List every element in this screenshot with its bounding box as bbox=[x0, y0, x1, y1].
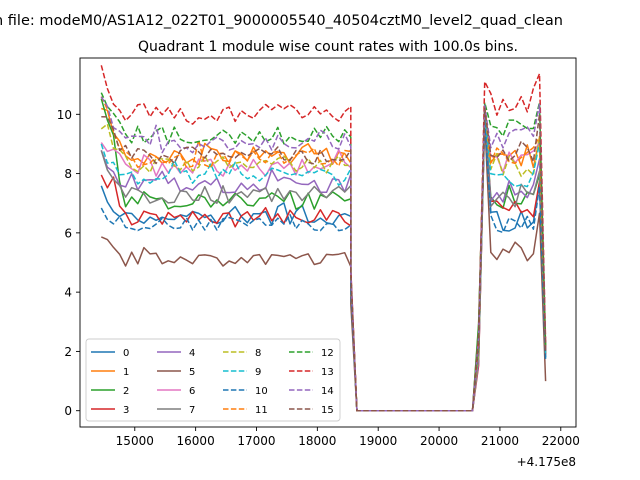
legend-label-13: 13 bbox=[321, 367, 334, 378]
series-line-10 bbox=[100, 119, 547, 412]
legend-label-10: 10 bbox=[255, 386, 268, 397]
series-line-15 bbox=[101, 107, 547, 412]
series-line-13 bbox=[100, 65, 547, 412]
legend-label-3: 3 bbox=[123, 405, 129, 416]
legend-label-9: 9 bbox=[255, 367, 261, 378]
legend-label-0: 0 bbox=[123, 348, 129, 359]
legend-label-6: 6 bbox=[189, 386, 195, 397]
y-tick-label: 10 bbox=[57, 108, 72, 122]
x-tick-label: 18000 bbox=[298, 434, 336, 448]
legend-label-2: 2 bbox=[123, 386, 129, 397]
legend-label-12: 12 bbox=[321, 348, 334, 359]
x-tick-label: 19000 bbox=[359, 434, 397, 448]
x-tick-label: 22000 bbox=[542, 434, 580, 448]
legend-label-7: 7 bbox=[189, 405, 195, 416]
y-tick-label: 2 bbox=[64, 345, 72, 359]
series-line-5 bbox=[100, 119, 547, 412]
series-line-14 bbox=[100, 96, 547, 412]
x-tick-label: 21000 bbox=[481, 434, 519, 448]
legend-box bbox=[85, 338, 341, 422]
y-axis: 0 2 4 6 8 10 bbox=[57, 108, 80, 418]
series-layer bbox=[100, 65, 547, 412]
y-tick-label: 4 bbox=[64, 286, 72, 300]
y-tick-label: 8 bbox=[64, 167, 72, 181]
x-axis: 15000 16000 17000 18000 19000 20000 21000 22000 bbox=[116, 427, 580, 448]
x-tick-label: 15000 bbox=[116, 434, 154, 448]
chart-title: Quadrant 1 module wise count rates with … bbox=[138, 39, 518, 55]
legend-label-11: 11 bbox=[255, 405, 268, 416]
legend-label-15: 15 bbox=[321, 405, 334, 416]
series-line-11 bbox=[100, 96, 547, 412]
legend-label-1: 1 bbox=[123, 367, 129, 378]
x-tick-label: 17000 bbox=[237, 434, 275, 448]
series-line-12 bbox=[100, 92, 547, 412]
axes-frame bbox=[79, 57, 577, 428]
figure-suptitle: n file: modeM0/AS1A12_022T01_9000005540_… bbox=[0, 13, 563, 29]
y-tick-label: 0 bbox=[64, 404, 72, 418]
legend-label-14: 14 bbox=[321, 386, 334, 397]
legend-label-5: 5 bbox=[189, 367, 195, 378]
x-tick-label: 16000 bbox=[177, 434, 215, 448]
legend-label-4: 4 bbox=[189, 348, 195, 359]
x-tick-label: 20000 bbox=[420, 434, 458, 448]
legend-label-8: 8 bbox=[255, 348, 261, 359]
y-tick-label: 6 bbox=[64, 226, 72, 240]
series-line-9 bbox=[100, 110, 547, 412]
x-axis-offset-label: +4.175e8 bbox=[517, 455, 576, 469]
